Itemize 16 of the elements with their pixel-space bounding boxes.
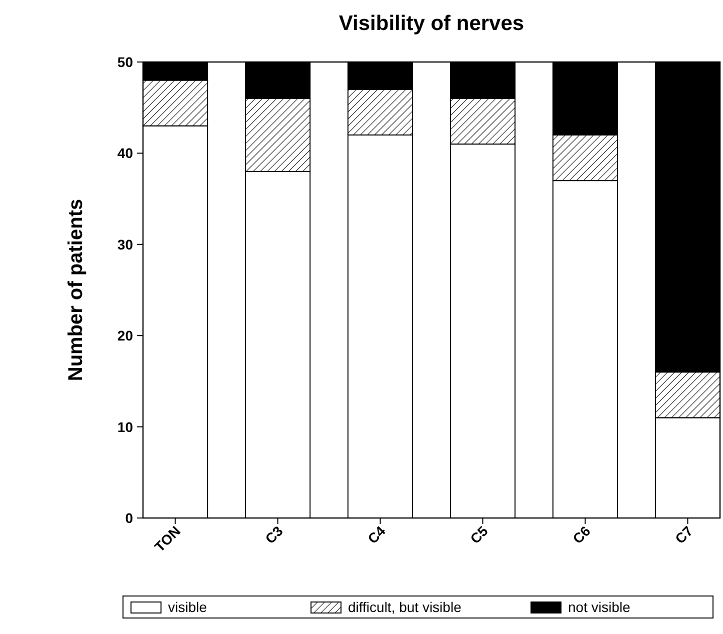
y-tick-label: 50 (117, 54, 134, 70)
y-axis-title: Number of patients (65, 198, 87, 382)
y-tick-label: 10 (117, 418, 134, 435)
y-tick-label: 20 (117, 328, 134, 344)
x-tick-label: C6 (569, 522, 594, 547)
y-tick-label: 40 (117, 145, 134, 162)
x-tick-label: C3 (262, 522, 286, 547)
legend-label: difficult, but visible (348, 599, 462, 615)
legend-label: not visible (568, 599, 630, 615)
legend-label: visible (168, 599, 208, 615)
y-tick-label: 0 (125, 510, 134, 526)
x-tick-label: C5 (466, 522, 492, 547)
chart-title: Visibility of nerves (338, 12, 524, 35)
x-tick-label: C7 (672, 522, 696, 547)
y-tick-label: 30 (117, 236, 134, 252)
x-tick-label: C4 (364, 522, 389, 547)
